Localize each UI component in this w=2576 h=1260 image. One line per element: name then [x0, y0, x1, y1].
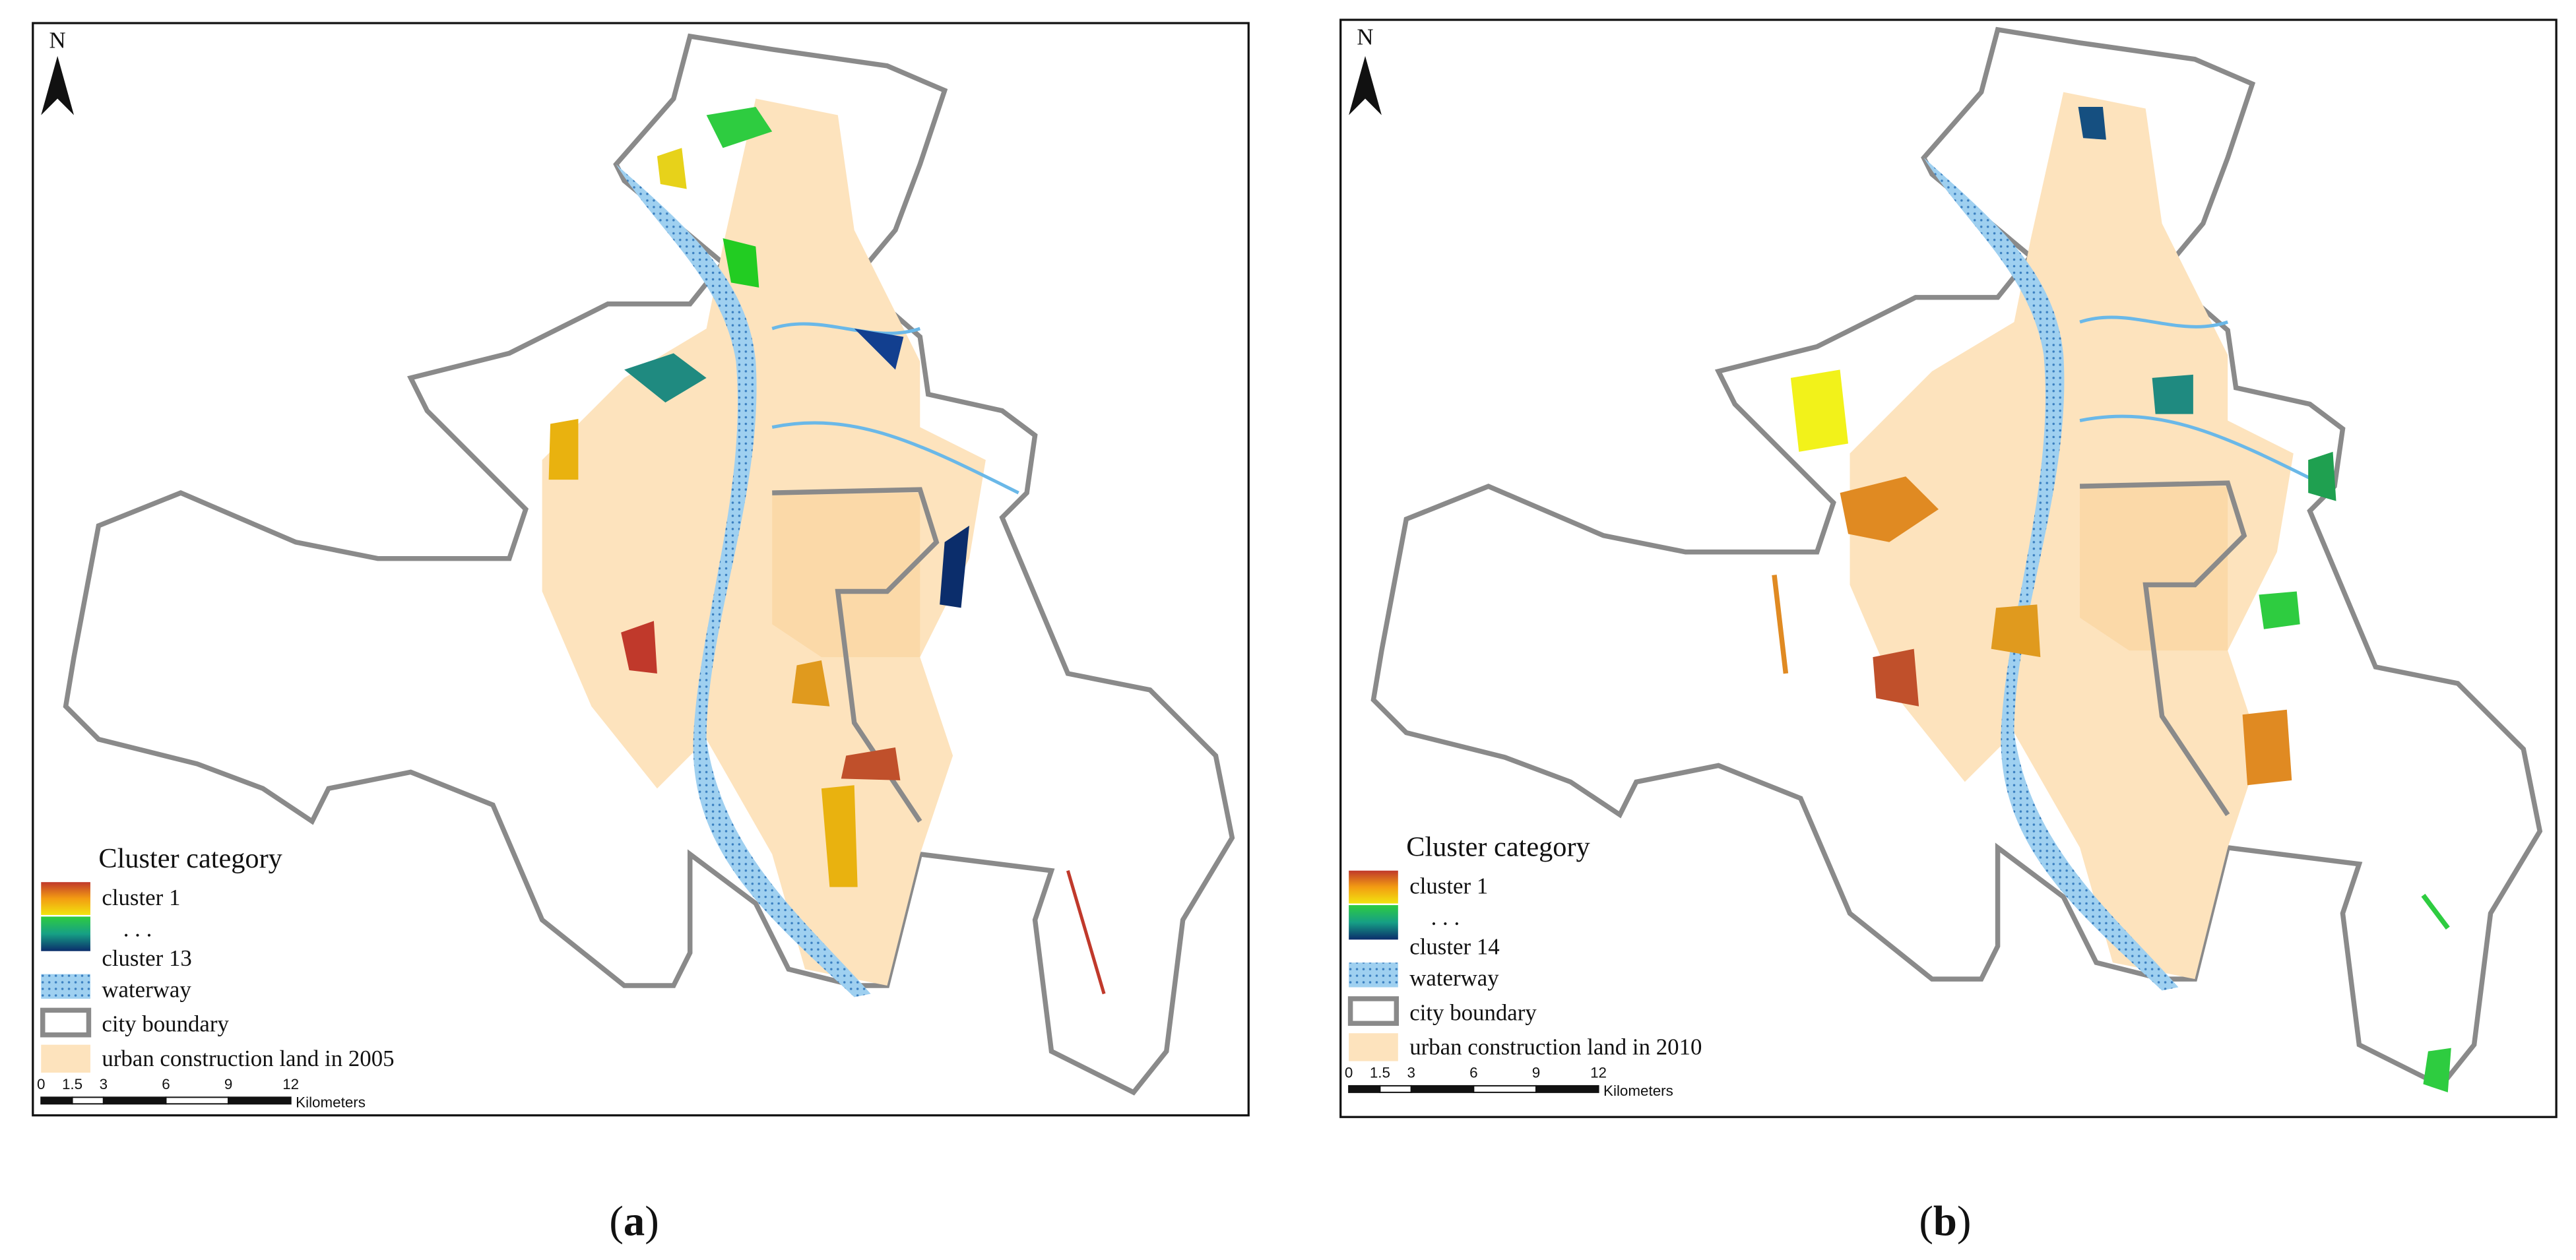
scale-tick-label: 12	[282, 1076, 299, 1092]
scale-unit: Kilometers	[296, 1094, 366, 1110]
north-label: N	[1357, 24, 1373, 49]
legend-ramp	[41, 882, 90, 915]
caption-part: a	[624, 1197, 645, 1245]
legend-ramp	[1349, 905, 1398, 940]
legend-ramp	[41, 916, 90, 951]
map-a	[66, 36, 1233, 1092]
scale-segment	[71, 1096, 104, 1105]
scale-segment	[228, 1096, 292, 1105]
legend-label: cluster 13	[102, 945, 191, 971]
scale-tick-label: 6	[162, 1076, 170, 1092]
legend-label: urban construction land in 2010	[1409, 1034, 1702, 1060]
clusters-b	[1772, 107, 2451, 1092]
caption-part: b	[1933, 1197, 1957, 1245]
scale-segment	[165, 1096, 230, 1105]
legend-swatch	[1349, 1033, 1398, 1061]
map-b	[1373, 30, 2540, 1086]
legend-label: . . .	[1431, 904, 1460, 930]
scale-tick-label: 1.5	[62, 1076, 82, 1092]
scale-segment	[102, 1096, 167, 1105]
caption-part: )	[1957, 1197, 1972, 1245]
legend-swatch	[1347, 996, 1400, 1026]
north-label: N	[49, 27, 66, 53]
scale-tick-label: 6	[1469, 1064, 1477, 1081]
panel-frame	[32, 22, 1250, 1117]
legend-label: cluster 1	[102, 885, 180, 910]
scale-tick-label: 9	[1532, 1064, 1540, 1081]
legend-ramp	[1349, 870, 1398, 904]
panel-frame	[1339, 18, 2558, 1118]
scale-tick-label: 0	[37, 1076, 45, 1092]
scale-segment	[40, 1096, 73, 1105]
caption-part: (	[1919, 1197, 1933, 1245]
clusters-a	[548, 107, 1106, 995]
scale-tick-label: 0	[1345, 1064, 1353, 1081]
caption: (a)	[609, 1197, 659, 1245]
legend-label: city boundary	[1409, 999, 1537, 1025]
legend-swatch	[41, 1044, 90, 1073]
scale-tick-label: 1.5	[1370, 1064, 1390, 1081]
scale-tick-label: 12	[1590, 1064, 1607, 1081]
legend-swatch	[1349, 962, 1398, 988]
caption-part: (	[609, 1197, 624, 1245]
scale-segment	[1473, 1085, 1537, 1093]
scale-tick-label: 9	[224, 1076, 232, 1092]
legend-label: city boundary	[102, 1011, 229, 1037]
north-arrow	[1349, 55, 1382, 115]
legend-swatch	[40, 1007, 92, 1038]
scale-tick-label: 3	[1407, 1064, 1415, 1081]
legend-label: . . .	[123, 916, 152, 941]
legend-swatch	[41, 974, 90, 999]
scale-tick-label: 3	[100, 1076, 108, 1092]
scale-segment	[1410, 1085, 1475, 1093]
legend-label: cluster 14	[1409, 934, 1499, 960]
scale-segment	[1379, 1085, 1412, 1093]
caption-part: )	[645, 1197, 659, 1245]
legend-label: waterway	[102, 976, 191, 1002]
legend-label: urban construction land in 2005	[102, 1046, 394, 1071]
legend-title: Cluster category	[1406, 831, 1590, 862]
scale-unit: Kilometers	[1603, 1083, 1673, 1099]
north-arrow	[41, 55, 75, 115]
legend-title: Cluster category	[98, 843, 282, 874]
scale-segment	[1348, 1085, 1381, 1093]
caption: (b)	[1919, 1197, 1971, 1245]
legend-label: waterway	[1409, 965, 1499, 991]
legend-label: cluster 1	[1409, 873, 1488, 899]
scale-segment	[1535, 1085, 1599, 1093]
